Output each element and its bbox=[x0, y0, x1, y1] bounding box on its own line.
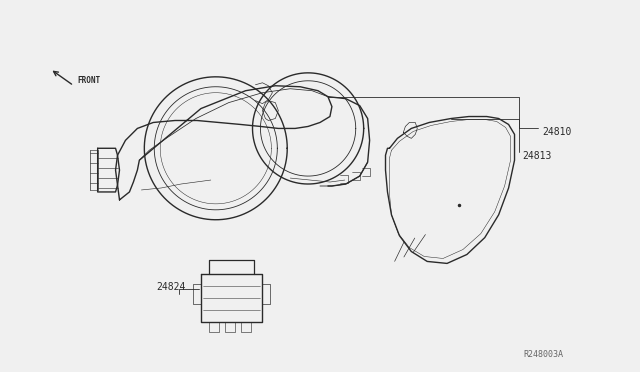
Text: 24813: 24813 bbox=[522, 151, 552, 161]
Text: FRONT: FRONT bbox=[78, 76, 101, 85]
Text: 24810: 24810 bbox=[542, 127, 572, 137]
Text: R248003A: R248003A bbox=[523, 350, 563, 359]
Text: 24824: 24824 bbox=[156, 282, 186, 292]
